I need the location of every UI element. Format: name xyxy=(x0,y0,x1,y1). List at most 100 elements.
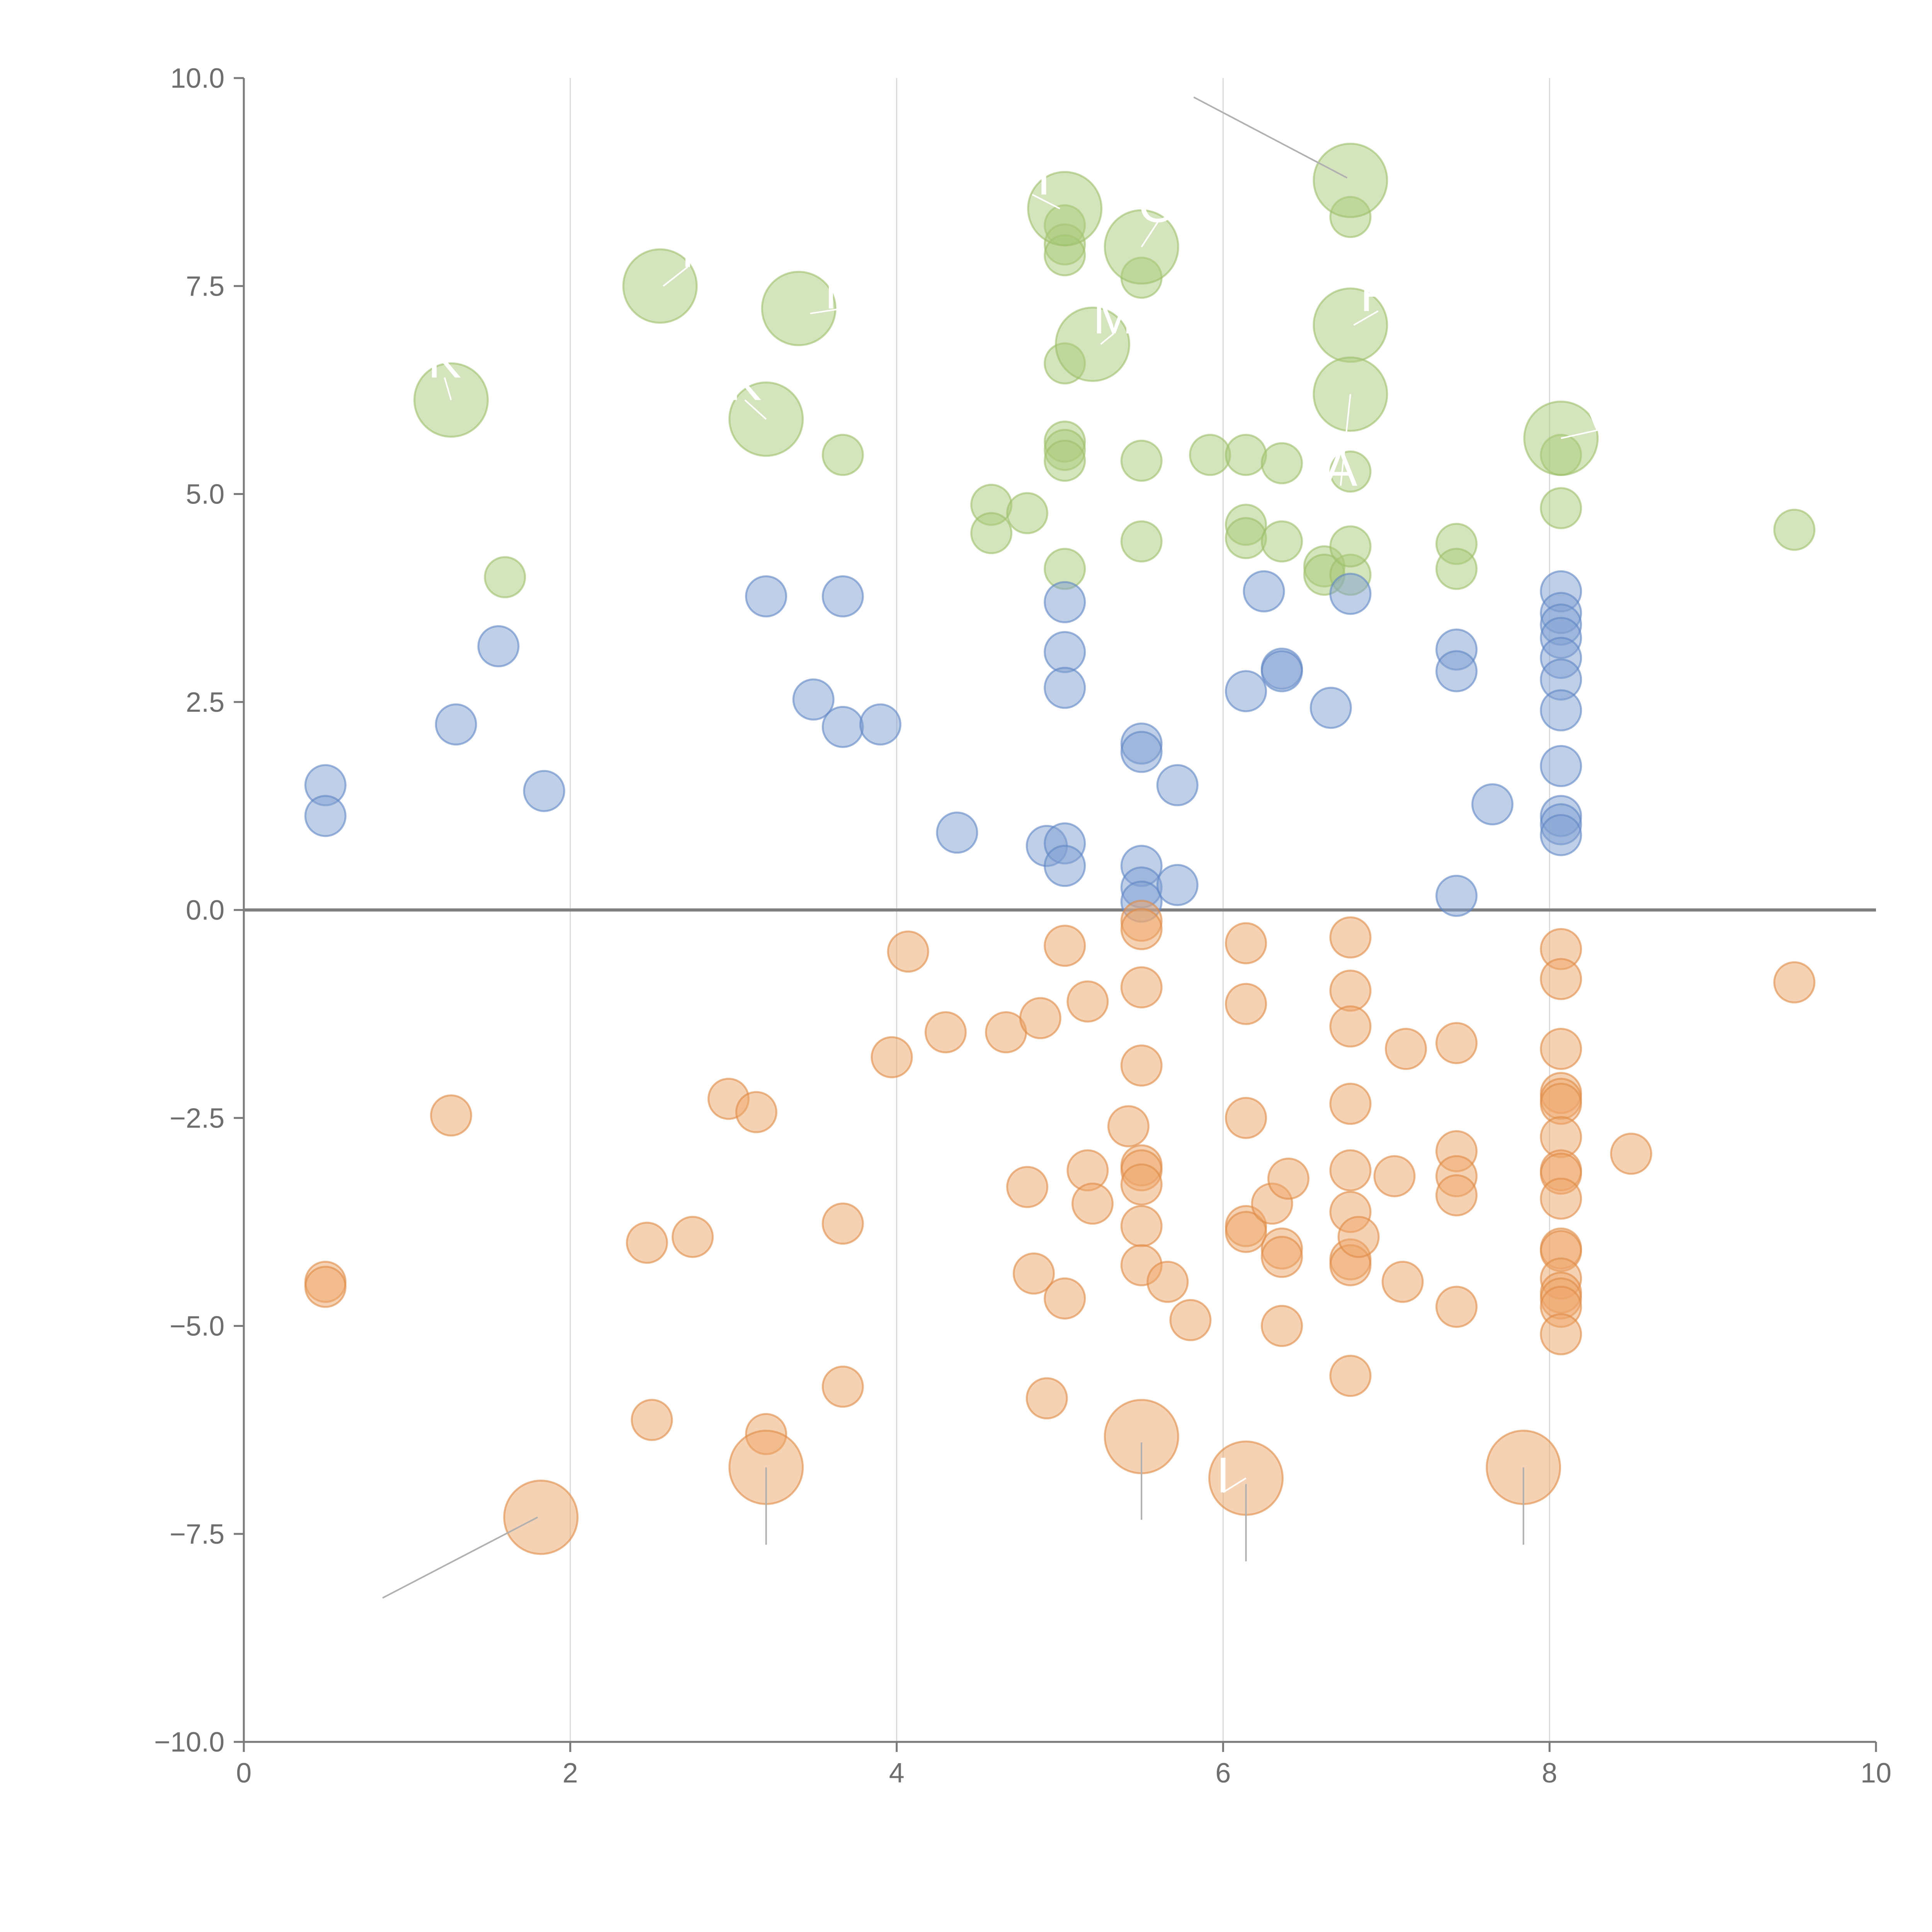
data-point-orange xyxy=(631,1399,673,1441)
data-point-orange xyxy=(1337,1216,1380,1258)
data-point-orange xyxy=(1267,1157,1310,1200)
y-tick-label: −5.0 xyxy=(170,1311,224,1342)
highlighted-point-green xyxy=(761,270,837,346)
data-point-blue xyxy=(435,703,477,746)
data-point-orange xyxy=(1435,1174,1478,1216)
annotation-label: V xyxy=(1582,384,1616,441)
y-tick-label: −2.5 xyxy=(170,1103,224,1134)
annotation-leader-line xyxy=(1141,221,1159,248)
data-point-orange xyxy=(1225,1097,1267,1139)
points-layer xyxy=(304,143,1816,1555)
data-point-orange xyxy=(1026,1377,1068,1420)
data-point-orange xyxy=(1019,997,1061,1039)
data-point-blue xyxy=(745,575,787,617)
annotation-label: I xyxy=(1216,1447,1230,1503)
data-point-green xyxy=(1260,520,1303,563)
annotation-label: M xyxy=(1093,288,1134,344)
x-tick-label: 10 xyxy=(1861,1758,1891,1789)
data-point-orange xyxy=(1120,1205,1163,1247)
data-point-orange xyxy=(1044,925,1086,967)
data-point-blue xyxy=(1310,687,1352,729)
data-point-orange xyxy=(626,1221,668,1264)
highlighted-point-green xyxy=(1054,306,1130,382)
data-point-blue xyxy=(1156,764,1199,806)
data-point-green xyxy=(1044,439,1086,482)
data-point-green xyxy=(1225,517,1267,560)
data-point-orange xyxy=(1329,1083,1372,1125)
data-point-blue xyxy=(1471,783,1514,826)
annotation-label: N xyxy=(825,263,861,319)
data-point-green xyxy=(1540,487,1582,529)
data-point-blue xyxy=(859,703,901,746)
data-point-orange xyxy=(1329,969,1372,1012)
data-point-orange xyxy=(1329,916,1372,959)
data-point-blue xyxy=(792,678,835,721)
annotation-leader-line xyxy=(1032,194,1060,209)
data-point-orange xyxy=(735,1091,777,1133)
data-point-blue xyxy=(821,575,864,617)
data-point-orange xyxy=(1107,1105,1150,1148)
data-point-orange xyxy=(1260,1236,1303,1278)
x-tick-label: 4 xyxy=(889,1758,905,1789)
data-point-blue xyxy=(1435,874,1478,917)
data-point-orange xyxy=(1260,1305,1303,1347)
data-point-orange xyxy=(1610,1133,1652,1175)
data-point-orange xyxy=(871,1036,913,1078)
data-point-orange xyxy=(1540,1313,1582,1355)
data-point-orange xyxy=(1225,983,1267,1025)
data-point-green xyxy=(1225,434,1267,476)
y-tick-label: 0.0 xyxy=(186,895,224,926)
data-point-blue xyxy=(1540,745,1582,787)
annotation-leader-line xyxy=(1100,333,1114,345)
y-tick-label: 7.5 xyxy=(186,271,224,302)
data-point-blue xyxy=(1225,670,1267,713)
data-point-blue xyxy=(936,811,978,854)
data-point-green xyxy=(1773,509,1816,551)
data-point-orange xyxy=(1225,922,1267,964)
data-point-orange xyxy=(304,1265,347,1308)
data-point-orange xyxy=(1773,961,1816,1003)
data-point-orange xyxy=(1120,966,1163,1009)
data-point-blue xyxy=(477,625,520,667)
data-point-blue xyxy=(1260,650,1303,692)
data-point-blue xyxy=(523,770,565,812)
annotation-label: K xyxy=(728,354,762,411)
data-point-green xyxy=(1435,548,1478,590)
data-point-green xyxy=(484,556,526,599)
data-point-blue xyxy=(304,795,347,837)
data-point-green xyxy=(821,434,864,476)
x-tick-label: 2 xyxy=(563,1758,578,1789)
data-point-orange xyxy=(1384,1028,1427,1070)
annotation-label: K xyxy=(428,332,461,388)
x-tick-label: 8 xyxy=(1542,1758,1557,1789)
x-tick-label: 6 xyxy=(1215,1758,1231,1789)
data-point-green xyxy=(1260,442,1303,485)
data-point-orange xyxy=(1006,1166,1049,1208)
data-point-orange xyxy=(1071,1182,1114,1225)
data-point-green xyxy=(970,512,1013,554)
annotation-leader-line xyxy=(444,377,452,400)
data-point-orange xyxy=(1120,1044,1163,1087)
axes-layer: 0 2 4 6 8 10 10.0 7.5 5.0 2.5 0.0 −2.5 −5.0 −7.5 −10.0 xyxy=(154,63,1891,1789)
data-point-blue xyxy=(1044,845,1086,887)
highlighted-point-green xyxy=(1027,171,1103,247)
annotation-leader-line xyxy=(1223,1477,1247,1493)
data-point-orange xyxy=(1435,1022,1478,1064)
data-point-orange xyxy=(1066,980,1109,1023)
annotation-leader-line xyxy=(1561,429,1599,439)
annotation-leader-line xyxy=(744,399,767,420)
data-point-orange xyxy=(1329,1149,1372,1192)
data-point-orange xyxy=(924,1011,967,1053)
data-point-blue xyxy=(1540,814,1582,856)
y-tick-label: −10.0 xyxy=(154,1727,224,1758)
data-point-blue xyxy=(1329,573,1372,615)
annotation-leader-line xyxy=(1193,96,1348,179)
data-point-orange xyxy=(672,1216,714,1258)
data-point-blue xyxy=(1435,650,1478,692)
data-point-blue xyxy=(1540,689,1582,731)
data-point-green xyxy=(1006,492,1049,534)
data-point-orange xyxy=(1435,1286,1478,1328)
data-point-green xyxy=(1120,439,1163,482)
highlighted-point-green xyxy=(1313,143,1388,218)
